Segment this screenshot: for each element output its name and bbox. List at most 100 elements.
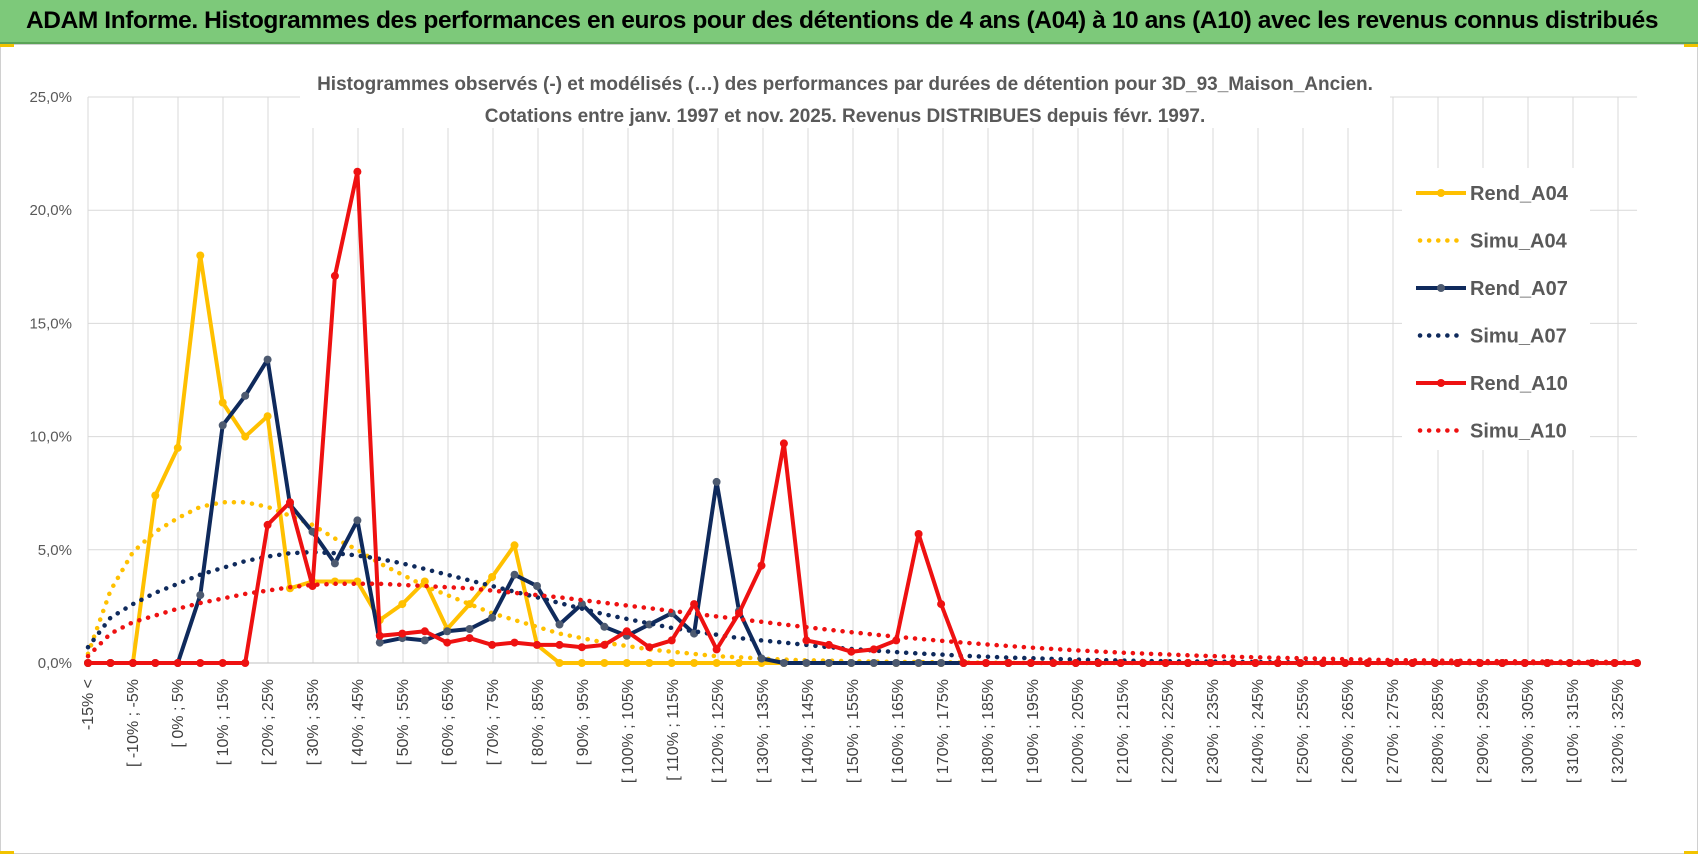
legend-label: Rend_A04 <box>1470 183 1569 205</box>
data-point <box>600 622 609 631</box>
data-point <box>802 659 811 667</box>
data-point <box>892 659 901 667</box>
x-tick-label: [ 30% ; 35% <box>305 679 322 765</box>
data-point <box>847 659 856 667</box>
legend-item: Simu_A04 <box>1417 231 1568 253</box>
legend-label: Simu_A07 <box>1470 326 1567 348</box>
x-tick-label: [ -10% ; -5% <box>125 679 142 767</box>
data-point <box>757 654 766 663</box>
data-point <box>914 659 923 667</box>
legend-marker <box>1437 379 1445 387</box>
x-tick-label: [ 250% ; 255% <box>1295 679 1312 783</box>
data-point <box>196 251 205 260</box>
data-point <box>173 659 182 667</box>
data-point <box>106 659 115 667</box>
data-point <box>84 659 92 667</box>
y-tick-label: 25,0% <box>29 89 72 106</box>
data-point <box>241 391 250 400</box>
data-point <box>667 636 676 645</box>
data-point <box>286 498 294 507</box>
frame-corner-top-right <box>1684 44 1698 47</box>
data-point <box>577 600 586 609</box>
data-point <box>196 659 205 667</box>
data-point <box>151 491 160 500</box>
data-point <box>218 421 227 430</box>
x-tick-label: [ 190% ; 195% <box>1025 679 1042 783</box>
data-point <box>600 640 609 649</box>
data-point <box>690 659 699 667</box>
x-tick-label: [ 220% ; 225% <box>1160 679 1177 783</box>
x-tick-label: [ 160% ; 165% <box>890 679 907 783</box>
data-point <box>218 659 227 667</box>
data-point <box>600 659 609 667</box>
data-point <box>420 627 429 636</box>
data-point <box>488 640 497 649</box>
data-point <box>533 582 541 590</box>
legend-label: Simu_A04 <box>1470 231 1568 253</box>
data-point <box>824 659 833 667</box>
data-point <box>577 643 586 652</box>
legend-item: Rend_A10 <box>1416 373 1568 395</box>
y-tick-label: 20,0% <box>29 202 72 219</box>
data-point <box>1588 659 1597 667</box>
data-point <box>712 659 721 667</box>
x-tick-label: [ 200% ; 205% <box>1070 679 1087 783</box>
data-point <box>1296 659 1305 667</box>
data-point <box>712 477 721 486</box>
x-tick-label: [ 120% ; 125% <box>710 679 727 783</box>
data-point <box>690 600 699 609</box>
data-point <box>914 530 923 538</box>
x-tick-label: [ 260% ; 265% <box>1340 679 1357 783</box>
data-point <box>510 638 519 647</box>
data-point <box>353 167 362 176</box>
data-point <box>645 643 654 652</box>
data-point <box>1026 659 1035 667</box>
chart-subtitle: Cotations entre janv. 1997 et nov. 2025.… <box>485 106 1206 127</box>
report-banner: ADAM Informe. Histogrammes des performan… <box>0 0 1698 44</box>
data-point <box>1049 659 1058 667</box>
data-point <box>488 613 497 622</box>
data-point <box>555 659 564 667</box>
data-point <box>824 640 833 649</box>
series-line <box>88 169 1637 665</box>
data-point <box>1116 659 1125 667</box>
data-point <box>1184 659 1192 667</box>
data-point <box>420 636 429 645</box>
x-tick-label: [ 10% ; 15% <box>215 679 232 765</box>
data-point <box>533 640 541 649</box>
data-point <box>1318 659 1327 667</box>
data-point <box>173 443 182 452</box>
y-tick-label: 15,0% <box>29 315 72 332</box>
data-point <box>735 609 743 618</box>
data-point <box>330 559 339 568</box>
x-tick-label: [ 290% ; 295% <box>1475 679 1492 783</box>
data-point <box>1161 659 1170 667</box>
data-point <box>398 629 407 638</box>
legend-label: Rend_A10 <box>1470 373 1568 395</box>
data-point <box>555 640 564 649</box>
series-line <box>85 549 1640 666</box>
data-point <box>779 659 788 667</box>
data-point <box>465 634 474 643</box>
data-point <box>757 561 766 570</box>
data-point <box>645 620 654 629</box>
data-point <box>330 271 339 280</box>
series-Simu_A07 <box>85 549 1640 666</box>
data-point <box>1094 659 1103 667</box>
x-tick-label: [ 40% ; 45% <box>350 679 367 765</box>
data-point <box>151 659 160 667</box>
data-point <box>1251 659 1260 667</box>
data-point <box>443 627 452 636</box>
x-tick-label: [ 70% ; 75% <box>485 679 502 765</box>
data-point <box>443 638 452 647</box>
data-point <box>218 398 227 407</box>
data-point <box>398 600 407 609</box>
data-point <box>1071 659 1080 667</box>
data-point <box>308 582 317 590</box>
legend-item: Simu_A10 <box>1417 421 1567 443</box>
data-point <box>712 645 721 654</box>
x-tick-label: [ 300% ; 305% <box>1520 679 1537 783</box>
x-tick-label: [ 150% ; 155% <box>845 679 862 783</box>
x-tick-label: [ 60% ; 65% <box>440 679 457 765</box>
x-tick-label: [ 210% ; 215% <box>1115 679 1132 783</box>
